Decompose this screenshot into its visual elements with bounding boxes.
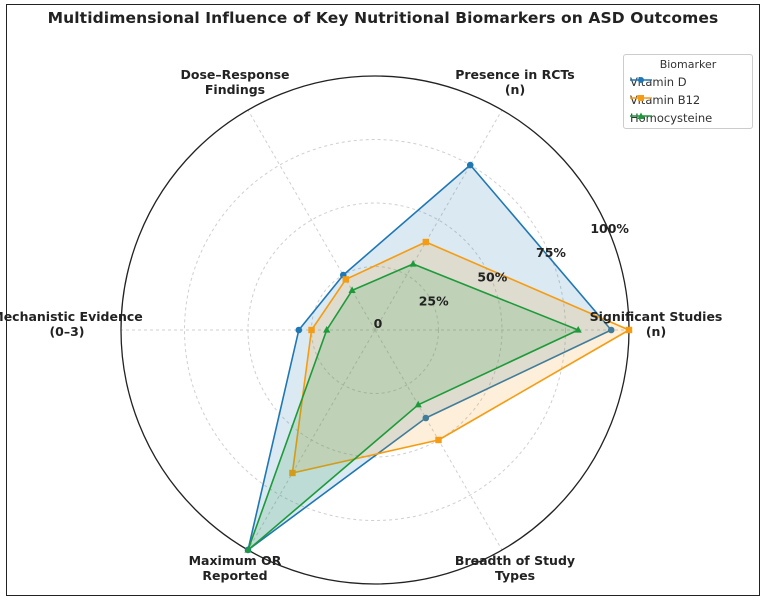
- data-point-homocysteine: [244, 546, 252, 553]
- axis-label-line: (n): [646, 324, 666, 339]
- data-point-vitamin-d: [422, 414, 430, 422]
- data-point-vitamin-b12: [625, 326, 633, 334]
- legend-marker-circle-icon: [630, 77, 652, 83]
- legend-label: Homocysteine: [630, 111, 713, 125]
- data-point-homocysteine: [574, 326, 582, 333]
- axis-label-line: (0–3): [49, 324, 84, 339]
- axis-label-line: Significant Studies: [590, 309, 723, 324]
- axis-label-line: Maximum OR: [189, 553, 282, 568]
- radar-series: [244, 161, 633, 554]
- axis-label-line: Findings: [205, 82, 265, 97]
- grid-ring: [247, 202, 503, 458]
- radar-labels: 025%50%75%100%Significant Studies (n)Pres…: [0, 67, 722, 583]
- data-point-homocysteine: [323, 326, 331, 333]
- data-point-vitamin-b12: [422, 238, 429, 246]
- axis-label-line: Types: [495, 568, 535, 583]
- axis-label: Presence in RCTs (n): [455, 67, 575, 97]
- data-point-homocysteine: [348, 286, 356, 293]
- axis-label-line: Presence in RCTs: [455, 67, 575, 82]
- data-point-vitamin-d: [607, 326, 615, 334]
- axis-label-line: Reported: [202, 568, 267, 583]
- data-point-vitamin-b12: [435, 436, 442, 444]
- data-point-vitamin-d: [466, 161, 474, 169]
- axis-label: Dose–Response Findings: [180, 67, 289, 97]
- axis-label: Significant Studies (n): [590, 309, 723, 339]
- data-point-homocysteine: [409, 260, 417, 267]
- legend-label: Vitamin D: [630, 75, 687, 89]
- radial-tick-label: 25%: [419, 294, 449, 309]
- axis-label: Breadth of Study Types: [455, 553, 575, 583]
- axis-label: Mechanistic Evidence (0–3): [0, 309, 143, 339]
- data-point-vitamin-d: [295, 326, 303, 334]
- legend-item-vitamin-b12: Vitamin B12: [630, 92, 700, 108]
- chart-title: Multidimensional Influence of Key Nutrit…: [47, 9, 719, 27]
- data-point-vitamin-b12: [289, 469, 296, 477]
- data-point-vitamin-b12: [308, 326, 315, 334]
- legend-marker-square-icon: [630, 95, 652, 101]
- legend-item-vitamin-d: Vitamin D: [630, 74, 687, 90]
- legend-marker-triangle-icon: [630, 112, 652, 119]
- radar-grid: [120, 75, 630, 585]
- legend-title: Biomarker: [659, 58, 717, 71]
- radial-tick-label: 0: [374, 316, 383, 331]
- legend: Biomarker Vitamin D Vitamin B12 Homocyst…: [623, 54, 753, 129]
- grid-spoke: [374, 109, 503, 331]
- axis-label-line: Dose–Response: [180, 67, 289, 82]
- axis-label-line: Breadth of Study: [455, 553, 575, 568]
- grid-spoke: [247, 109, 376, 331]
- legend-label: Vitamin B12: [630, 93, 701, 107]
- radial-tick-label: 50%: [477, 269, 507, 284]
- legend-item-homocysteine: Homocysteine: [630, 110, 712, 126]
- grid-ring: [184, 139, 566, 521]
- data-point-homocysteine: [414, 400, 422, 408]
- radial-tick-label: 100%: [590, 221, 629, 236]
- axis-label-line: Mechanistic Evidence: [0, 309, 143, 324]
- radial-tick-label: 75%: [536, 245, 566, 260]
- axis-label-line: (n): [505, 82, 525, 97]
- data-point-vitamin-b12: [342, 276, 349, 283]
- axis-label: Maximum OR Reported: [189, 553, 282, 583]
